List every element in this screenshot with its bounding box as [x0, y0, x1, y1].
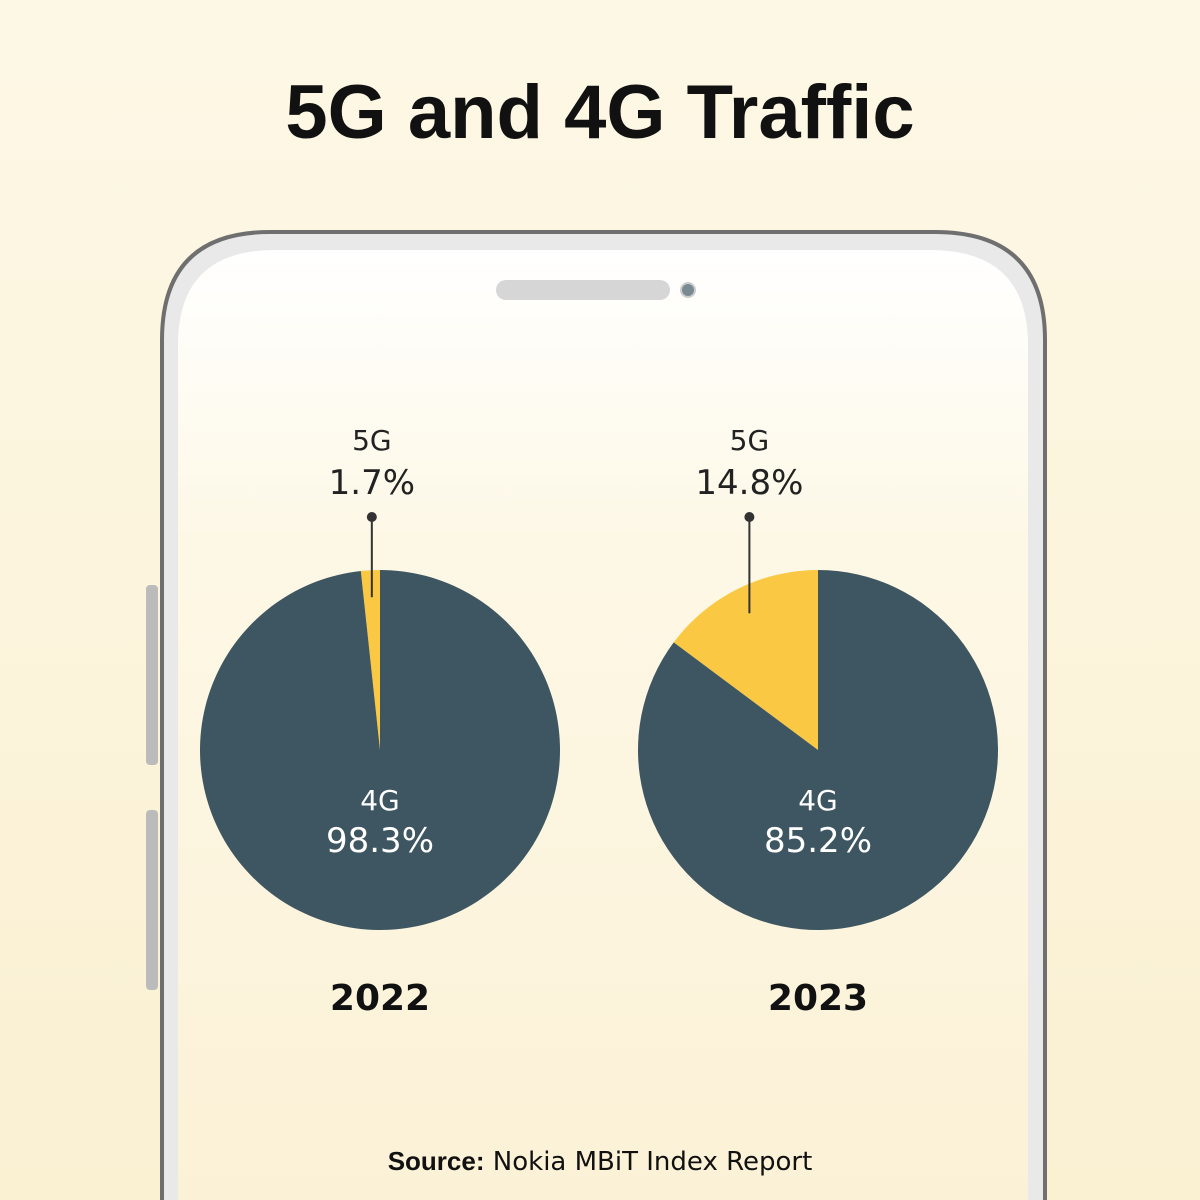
pie-slice	[673, 570, 818, 750]
pie-slice	[638, 570, 999, 931]
phone-button	[146, 585, 158, 765]
value-label: 1.7%	[329, 463, 415, 503]
year-label: 2022	[330, 978, 430, 1019]
phone-button	[146, 810, 158, 990]
source-label: Source:	[388, 1146, 485, 1176]
source-text: Nokia MBiT Index Report	[493, 1147, 813, 1177]
source: Source: Nokia MBiT Index Report	[388, 1146, 813, 1177]
category-label: 5G	[352, 424, 392, 457]
category-label: 5G	[730, 424, 770, 457]
leader-dot	[366, 512, 377, 522]
pie-slice	[200, 570, 561, 931]
phone-screen	[178, 250, 1028, 1200]
value-label: 98.3%	[326, 821, 434, 861]
speaker	[496, 280, 670, 300]
category-label: 4G	[798, 784, 838, 817]
leader-dot	[744, 512, 755, 522]
camera	[680, 282, 696, 298]
title: 5G and 4G Traffic	[285, 70, 914, 155]
year-label: 2023	[768, 978, 868, 1019]
value-label: 85.2%	[764, 821, 872, 861]
pie-slice	[360, 570, 380, 750]
category-label: 4G	[360, 784, 400, 817]
value-label: 14.8%	[695, 463, 803, 503]
